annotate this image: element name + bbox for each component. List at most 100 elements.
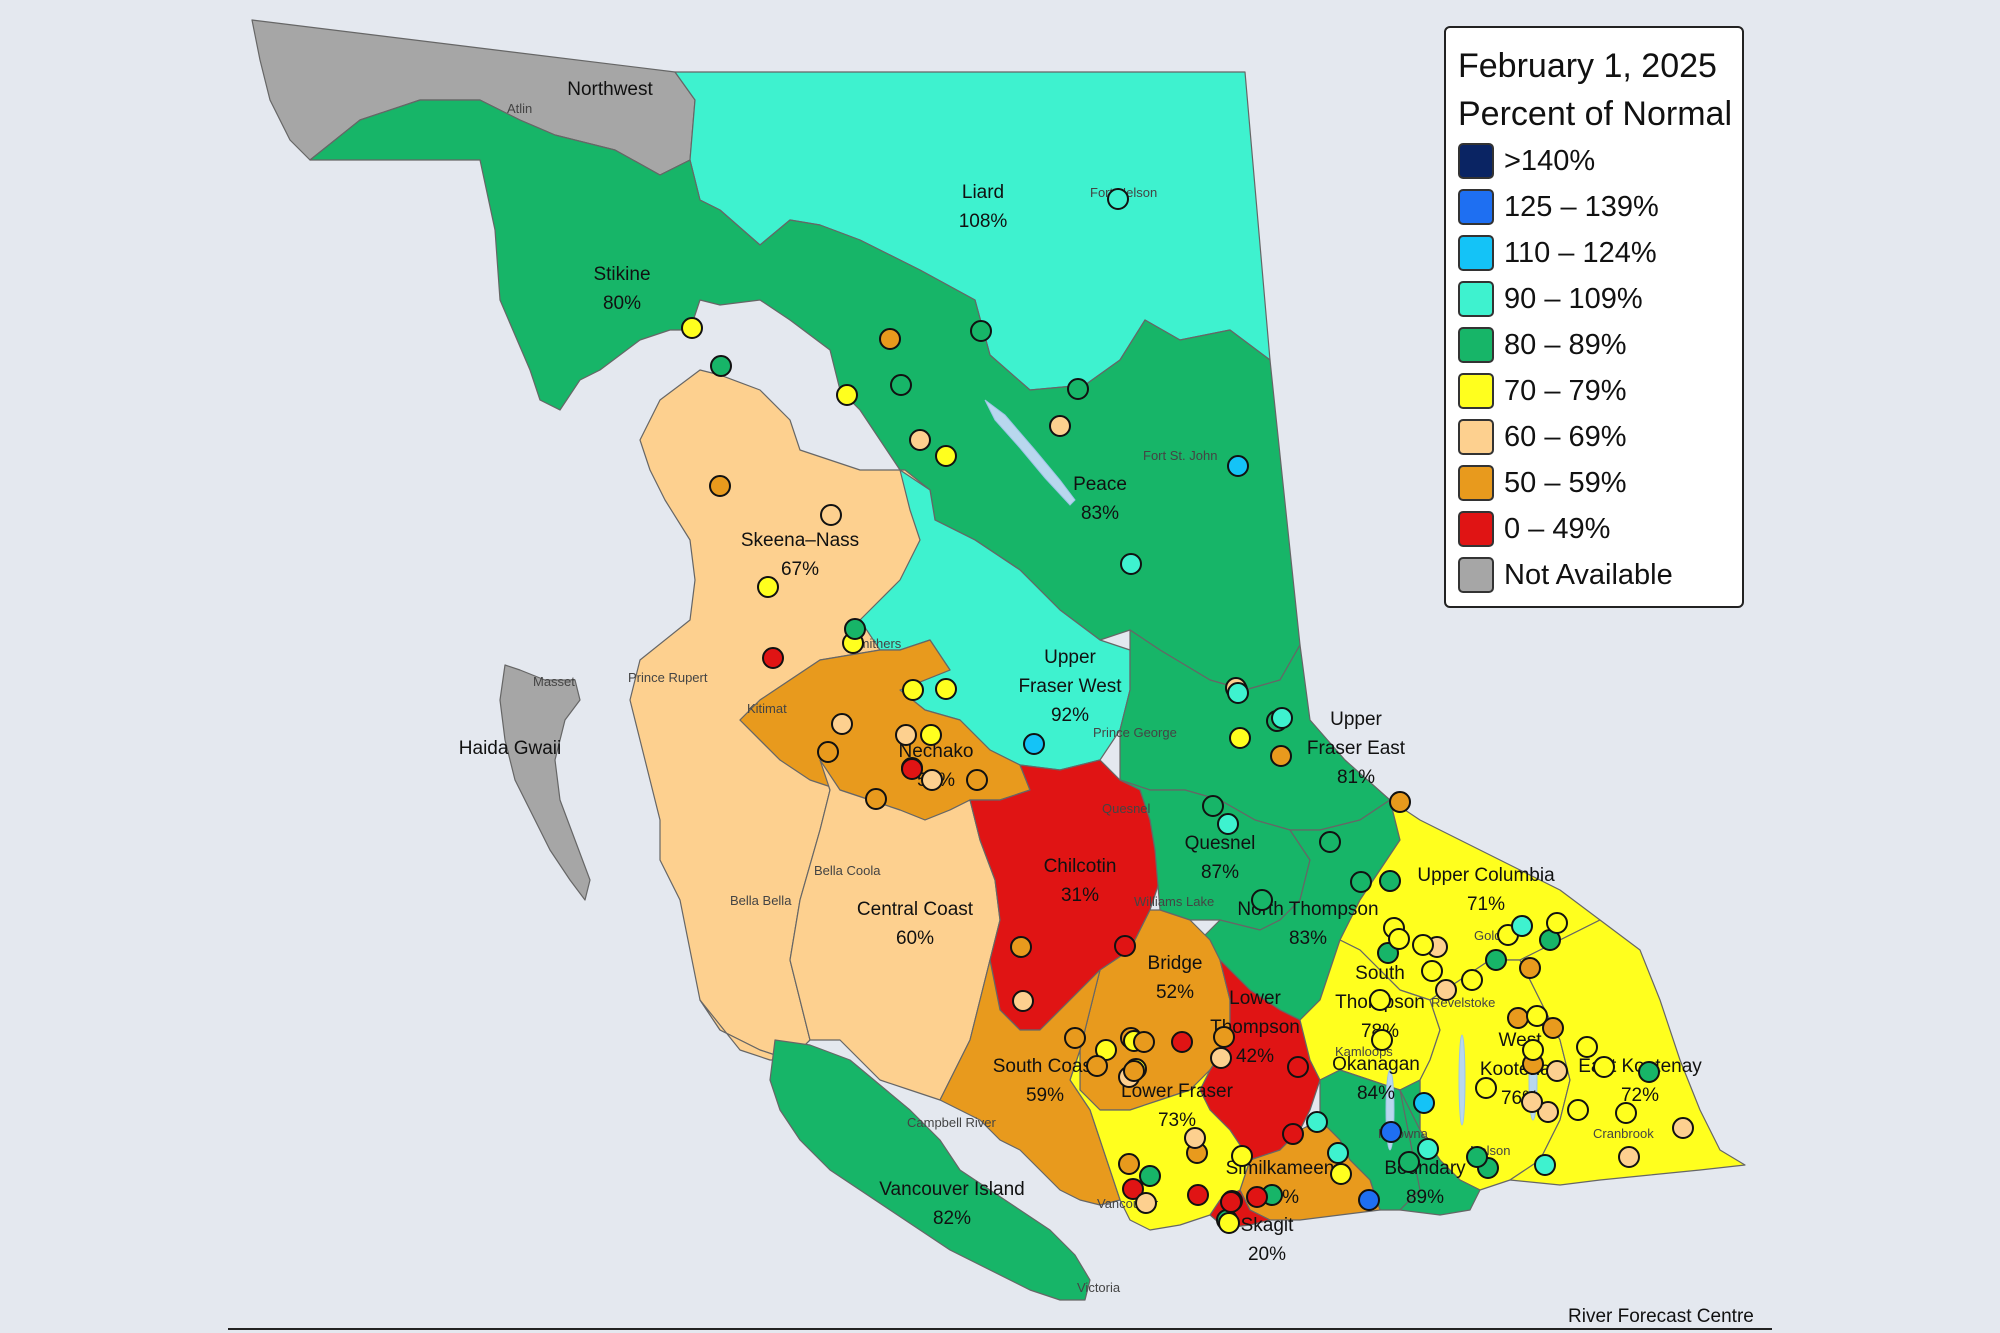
station-marker[interactable] — [1466, 1146, 1488, 1168]
station-marker[interactable] — [920, 724, 942, 746]
station-marker[interactable] — [1251, 889, 1273, 911]
station-marker[interactable] — [1231, 1145, 1253, 1167]
station-marker[interactable] — [1388, 928, 1410, 950]
station-marker[interactable] — [890, 374, 912, 396]
station-marker[interactable] — [1379, 870, 1401, 892]
station-marker[interactable] — [1213, 1026, 1235, 1048]
station-marker[interactable] — [1461, 969, 1483, 991]
station-marker[interactable] — [1086, 1055, 1108, 1077]
station-marker[interactable] — [1412, 934, 1434, 956]
station-marker[interactable] — [1210, 1047, 1232, 1069]
station-marker[interactable] — [1107, 188, 1129, 210]
station-marker[interactable] — [1067, 378, 1089, 400]
station-marker[interactable] — [1271, 707, 1293, 729]
station-marker[interactable] — [1511, 915, 1533, 937]
station-marker[interactable] — [935, 445, 957, 467]
station-marker[interactable] — [681, 317, 703, 339]
station-marker[interactable] — [902, 679, 924, 701]
station-marker[interactable] — [1327, 1142, 1349, 1164]
station-marker[interactable] — [1522, 1039, 1544, 1061]
station-marker[interactable] — [1135, 1192, 1157, 1214]
station-marker[interactable] — [1330, 1163, 1352, 1185]
station-marker[interactable] — [1638, 1061, 1660, 1083]
station-marker[interactable] — [1369, 989, 1391, 1011]
station-marker[interactable] — [1507, 1007, 1529, 1029]
station-marker[interactable] — [921, 769, 943, 791]
station-marker[interactable] — [935, 678, 957, 700]
station-marker[interactable] — [1218, 1212, 1240, 1234]
station-marker[interactable] — [817, 741, 839, 763]
station-marker[interactable] — [820, 504, 842, 526]
station-marker[interactable] — [1389, 791, 1411, 813]
station-marker[interactable] — [1187, 1184, 1209, 1206]
station-marker[interactable] — [1593, 1056, 1615, 1078]
station-marker[interactable] — [865, 788, 887, 810]
station-marker[interactable] — [1421, 960, 1443, 982]
station-marker[interactable] — [1618, 1146, 1640, 1168]
station-marker[interactable] — [1246, 1186, 1268, 1208]
station-marker[interactable] — [1615, 1102, 1637, 1124]
station-marker[interactable] — [710, 355, 732, 377]
station-marker[interactable] — [1227, 455, 1249, 477]
station-marker[interactable] — [1229, 727, 1251, 749]
station-marker[interactable] — [1435, 979, 1457, 1001]
legend-swatch — [1458, 143, 1494, 179]
station-marker[interactable] — [1120, 553, 1142, 575]
station-marker[interactable] — [1380, 1121, 1402, 1143]
station-marker[interactable] — [1123, 1060, 1145, 1082]
station-marker[interactable] — [966, 769, 988, 791]
station-marker[interactable] — [1534, 1154, 1556, 1176]
station-marker[interactable] — [895, 724, 917, 746]
station-marker[interactable] — [1567, 1099, 1589, 1121]
station-marker[interactable] — [836, 384, 858, 406]
station-marker[interactable] — [1287, 1056, 1309, 1078]
station-marker[interactable] — [1202, 795, 1224, 817]
station-marker[interactable] — [844, 618, 866, 640]
station-marker[interactable] — [1546, 912, 1568, 934]
station-marker[interactable] — [1184, 1127, 1206, 1149]
station-marker[interactable] — [1114, 935, 1136, 957]
station-marker[interactable] — [762, 647, 784, 669]
station-marker[interactable] — [1282, 1123, 1304, 1145]
station-marker[interactable] — [1227, 682, 1249, 704]
station-marker[interactable] — [1413, 1092, 1435, 1114]
station-marker[interactable] — [1542, 1017, 1564, 1039]
station-marker[interactable] — [1576, 1036, 1598, 1058]
station-marker[interactable] — [1475, 1077, 1497, 1099]
station-marker[interactable] — [709, 475, 731, 497]
station-marker[interactable] — [1171, 1031, 1193, 1053]
station-marker[interactable] — [1306, 1111, 1328, 1133]
place-label: Williams Lake — [1134, 894, 1214, 909]
station-marker[interactable] — [970, 320, 992, 342]
station-marker[interactable] — [1270, 745, 1292, 767]
station-marker[interactable] — [1350, 871, 1372, 893]
station-marker[interactable] — [1217, 813, 1239, 835]
station-marker[interactable] — [1519, 957, 1541, 979]
station-marker[interactable] — [901, 758, 923, 780]
station-marker[interactable] — [1133, 1031, 1155, 1053]
station-marker[interactable] — [879, 328, 901, 350]
station-marker[interactable] — [1398, 1151, 1420, 1173]
station-marker[interactable] — [909, 429, 931, 451]
station-marker[interactable] — [1064, 1027, 1086, 1049]
station-marker[interactable] — [1023, 733, 1045, 755]
station-marker[interactable] — [1139, 1165, 1161, 1187]
station-marker[interactable] — [1485, 949, 1507, 971]
station-marker[interactable] — [831, 713, 853, 735]
station-marker[interactable] — [1417, 1138, 1439, 1160]
station-marker[interactable] — [1220, 1191, 1242, 1213]
station-marker[interactable] — [1546, 1060, 1568, 1082]
station-marker[interactable] — [1319, 831, 1341, 853]
station-marker[interactable] — [1526, 1005, 1548, 1027]
station-marker[interactable] — [1371, 1029, 1393, 1051]
station-marker[interactable] — [1358, 1189, 1380, 1211]
station-marker[interactable] — [1118, 1153, 1140, 1175]
station-marker[interactable] — [1012, 990, 1034, 1012]
station-marker[interactable] — [1049, 415, 1071, 437]
station-marker[interactable] — [1010, 936, 1032, 958]
station-marker[interactable] — [757, 576, 779, 598]
station-marker[interactable] — [1672, 1117, 1694, 1139]
station-marker[interactable] — [1537, 1101, 1559, 1123]
station-marker[interactable] — [1122, 1178, 1144, 1200]
station-marker[interactable] — [1521, 1091, 1543, 1113]
